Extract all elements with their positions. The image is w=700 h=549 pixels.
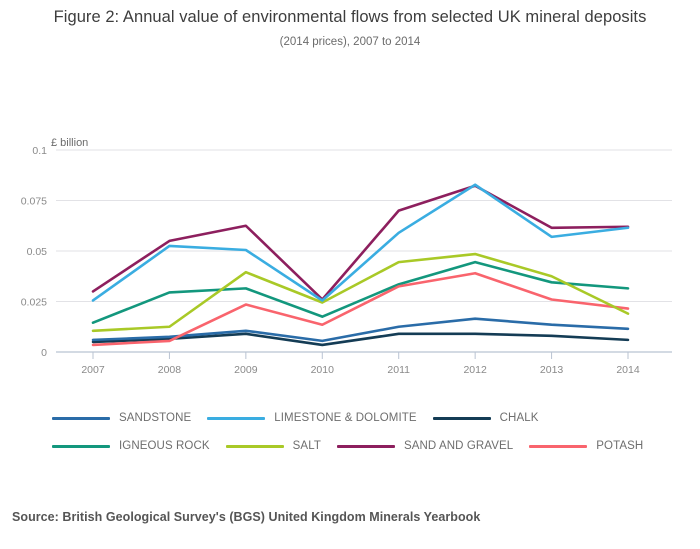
legend-label-salt: SALT xyxy=(292,440,321,452)
legend-row: IGNEOUS ROCK SALT SAND AND GRAVEL POTASH xyxy=(52,432,672,460)
series-lines-group xyxy=(91,183,630,347)
legend-item-limestone-dolomite[interactable]: LIMESTONE & DOLOMITE xyxy=(207,412,417,424)
x-axis-tick-label: 2012 xyxy=(463,364,487,376)
x-axis-tick-label: 2009 xyxy=(234,364,258,376)
legend-item-sandstone[interactable]: SANDSTONE xyxy=(52,412,191,424)
chart-title: Figure 2: Annual value of environmental … xyxy=(53,8,647,26)
legend-swatch-salt xyxy=(225,444,284,448)
series-line-sand-and-gravel xyxy=(91,184,630,301)
series-line-salt xyxy=(91,252,630,333)
y-axis-tick-label: 0.075 xyxy=(21,196,47,208)
legend-label-sand-and-gravel: SAND AND GRAVEL xyxy=(403,440,514,452)
x-axis-tick-label: 2010 xyxy=(311,364,335,376)
series-line-sandstone xyxy=(91,317,630,343)
x-axis-tick-label: 2007 xyxy=(81,364,105,376)
series-line-chalk xyxy=(91,332,630,347)
legend-item-igneous-rock[interactable]: IGNEOUS ROCK xyxy=(52,440,210,452)
x-axis-tick-label: 2011 xyxy=(387,364,410,376)
legend-item-potash[interactable]: POTASH xyxy=(529,440,643,452)
y-axis-tick-label: 0 xyxy=(41,347,47,359)
legend-swatch-limestone-dolomite xyxy=(207,416,266,420)
legend-swatch-potash xyxy=(529,444,588,448)
plot-area: 0 0.025 0.05 0.075 0.1 2007 2008 2009 2010 2011 2… xyxy=(21,137,672,376)
y-axis-tick-label: 0.05 xyxy=(27,246,48,258)
y-axis-tick-label: 0.1 xyxy=(32,145,47,157)
x-axis-tick-labels: 2007 2008 2009 2010 2011 2012 2013 2014 xyxy=(81,364,640,376)
legend-swatch-sandstone xyxy=(52,416,110,420)
legend-item-salt[interactable]: SALT xyxy=(225,440,321,452)
legend-item-chalk[interactable]: CHALK xyxy=(432,412,539,424)
series-line-potash xyxy=(91,271,630,347)
legend-label-igneous-rock: IGNEOUS ROCK xyxy=(119,440,210,452)
x-axis-tick-marks xyxy=(92,352,629,359)
x-axis-tick-label: 2008 xyxy=(158,364,182,376)
chart-legend: SANDSTONE LIMESTONE & DOLOMITE CHALK IGNEOU… xyxy=(52,404,672,460)
legend-item-sand-and-gravel[interactable]: SAND AND GRAVEL xyxy=(336,440,514,452)
chart-subtitle: (2014 prices), 2007 to 2014 xyxy=(279,36,421,48)
legend-swatch-chalk xyxy=(432,416,491,420)
y-axis-tick-labels: 0 0.025 0.05 0.075 0.1 xyxy=(21,145,47,359)
legend-label-potash: POTASH xyxy=(596,440,644,452)
legend-label-chalk: CHALK xyxy=(499,412,539,424)
legend-label-limestone-dolomite: LIMESTONE & DOLOMITE xyxy=(274,412,417,424)
legend-swatch-sand-and-gravel xyxy=(336,444,395,448)
y-axis-tick-label: 0.025 xyxy=(21,297,47,309)
title-block: Figure 2: Annual value of environmental … xyxy=(20,6,680,48)
x-axis-tick-label: 2014 xyxy=(616,364,640,376)
x-axis-tick-label: 2013 xyxy=(540,364,564,376)
series-line-igneous-rock xyxy=(91,260,630,325)
legend-row: SANDSTONE LIMESTONE & DOLOMITE CHALK xyxy=(52,404,672,432)
series-line-limestone-dolomite xyxy=(91,183,630,302)
y-axis-unit-label: £ billion xyxy=(51,137,88,149)
legend-label-sandstone: SANDSTONE xyxy=(119,412,192,424)
source-note: Source: British Geological Survey's (BGS… xyxy=(12,510,481,524)
legend-swatch-igneous-rock xyxy=(52,444,110,448)
